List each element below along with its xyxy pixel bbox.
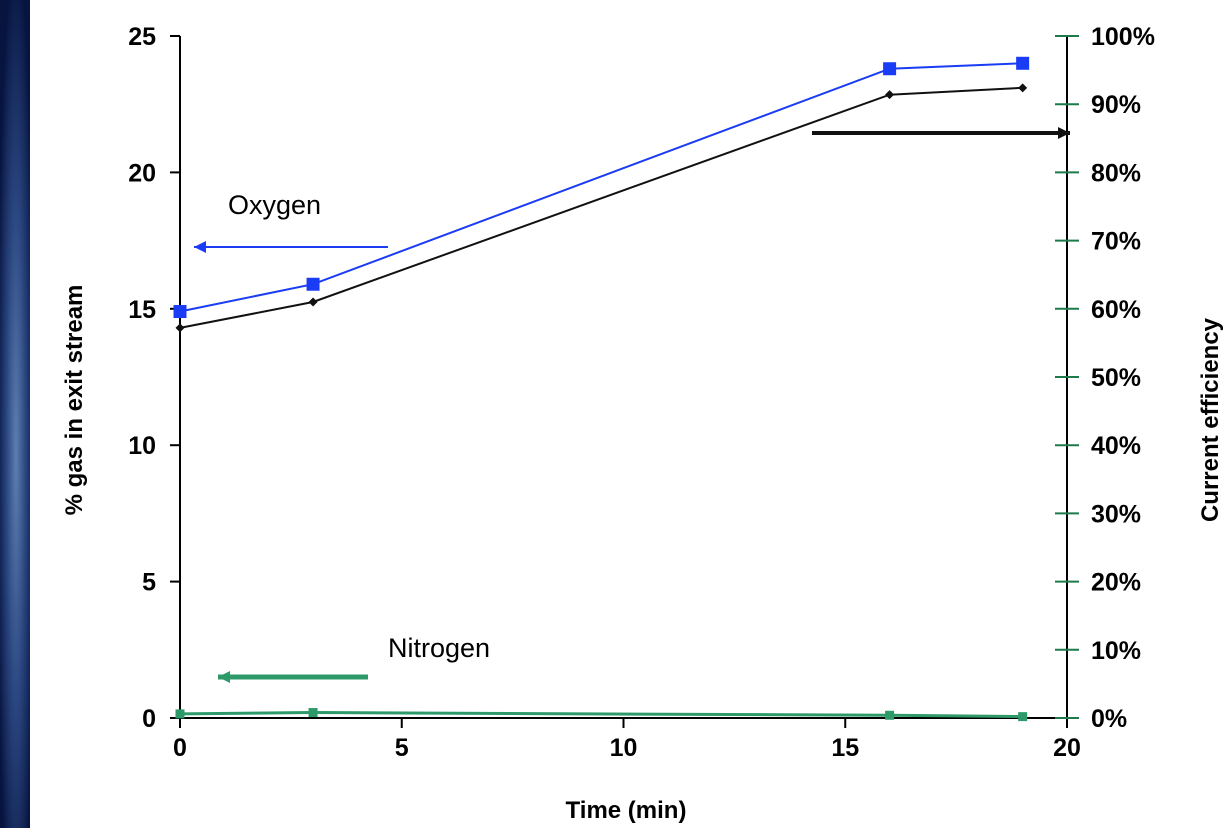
oxygen-arrow-head	[194, 241, 206, 253]
x-tick-label: 20	[1053, 734, 1081, 762]
y2-tick-label: 10%	[1091, 637, 1141, 665]
data-point-efficiency	[885, 90, 895, 100]
data-point-efficiency	[308, 297, 318, 307]
y-axis-title: % gas in exit stream	[61, 285, 88, 516]
y2-axis-title: Current efficiency	[1197, 317, 1224, 522]
chart-panel: 0 5 10 15 20 0 5 10 15 20 25 0% 10% 20% 30% 40% 50% 60% 70…	[30, 0, 1232, 828]
series-line-nitrogen	[179, 710, 1023, 719]
y2-tick-label: 50%	[1091, 364, 1141, 392]
data-point-oxygen	[1016, 56, 1030, 70]
y2-tick-label: 60%	[1091, 296, 1141, 324]
annotation-nitrogen: Nitrogen	[388, 633, 490, 663]
y2-tick-label: 70%	[1091, 228, 1141, 256]
data-point-efficiency	[1018, 83, 1028, 93]
line-chart: 0 5 10 15 20 0 5 10 15 20 25 0% 10% 20% 30% 40% 50% 60% 70…	[61, 23, 1224, 824]
y-tick-label: 10	[128, 432, 156, 460]
y2-tick-label: 80%	[1091, 159, 1141, 187]
data-point-nitrogen	[175, 709, 185, 719]
data-point-nitrogen	[1018, 712, 1028, 722]
series-line-oxygen	[179, 62, 1023, 313]
annotation-oxygen: Oxygen	[228, 190, 321, 220]
data-point-nitrogen	[885, 710, 895, 720]
y-tick-label: 25	[128, 23, 156, 51]
efficiency-arrow-head	[1058, 127, 1070, 139]
series-line-efficiency	[179, 86, 1023, 329]
axes: 0 5 10 15 20 0 5 10 15 20 25 0% 10% 20% 30% 40% 50% 60% 70…	[128, 23, 1155, 762]
nitrogen-arrow-head	[218, 671, 230, 683]
y2-tick-label: 30%	[1091, 500, 1141, 528]
data-point-oxygen	[883, 62, 897, 76]
data-point-oxygen	[306, 277, 320, 291]
x-axis-title: Time (min)	[566, 797, 687, 824]
data-point-nitrogen	[308, 708, 318, 718]
x-tick-label: 10	[610, 734, 638, 762]
data-point-oxygen	[173, 305, 187, 319]
y-tick-label: 20	[128, 159, 156, 187]
data-point-efficiency	[175, 323, 185, 333]
y-tick-label: 5	[142, 569, 156, 597]
y2-tick-label: 40%	[1091, 432, 1141, 460]
y2-tick-label: 90%	[1091, 91, 1141, 119]
x-tick-label: 0	[173, 734, 187, 762]
y2-tick-label: 100%	[1091, 23, 1155, 51]
y2-tick-label: 20%	[1091, 569, 1141, 597]
x-tick-label: 15	[831, 734, 859, 762]
y2-tick-label: 0%	[1091, 705, 1127, 733]
annotation-layer: Oxygen Nitrogen	[194, 127, 1070, 683]
series-layer	[173, 56, 1030, 722]
x-tick-label: 5	[395, 734, 409, 762]
y-tick-label: 0	[142, 705, 156, 733]
y-tick-label: 15	[128, 296, 156, 324]
